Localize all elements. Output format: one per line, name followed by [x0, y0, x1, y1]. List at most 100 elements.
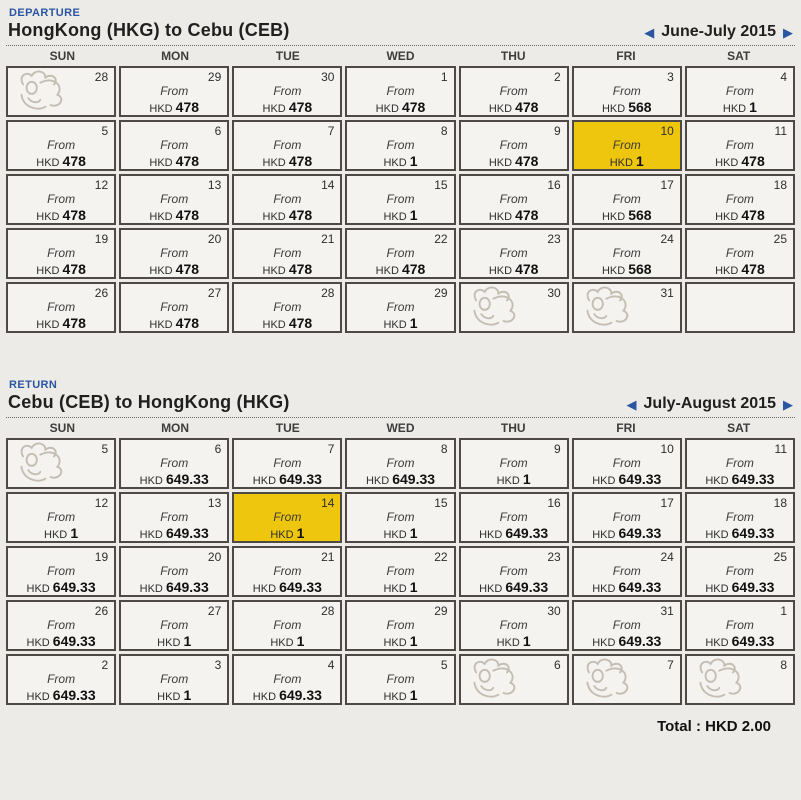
calendar-day-cell[interactable]: 2 From HKD 478	[458, 66, 569, 117]
calendar-day-cell[interactable]: 12 From HKD 478	[6, 174, 117, 225]
calendar-day-cell[interactable]: 6 From HKD 649.33	[119, 438, 230, 489]
calendar-day-cell[interactable]: 13 From HKD 478	[119, 174, 230, 225]
fare-price: HKD 478	[8, 315, 114, 331]
fare-amount: 478	[175, 261, 200, 277]
selected-day-cell[interactable]: 14 From HKD 1	[232, 492, 343, 543]
calendar-day-cell[interactable]: 30 From HKD 478	[232, 66, 343, 117]
day-number: 24	[660, 232, 674, 246]
calendar-day-cell[interactable]: 12 From HKD 1	[6, 492, 117, 543]
weekday-header: MON	[161, 421, 190, 435]
calendar-day-cell[interactable]: 11 From HKD 649.33	[684, 438, 795, 489]
calendar-day-cell[interactable]: 19 From HKD 478	[6, 228, 117, 279]
fare-price: HKD 1	[461, 633, 567, 649]
calendar-day-cell[interactable]: 4 From HKD 1	[684, 66, 795, 117]
calendar-day-cell[interactable]: 23 From HKD 649.33	[458, 546, 569, 597]
calendar-day-cell[interactable]: 7 From HKD 649.33	[232, 438, 343, 489]
calendar-day-cell[interactable]: 13 From HKD 649.33	[119, 492, 230, 543]
return-weekday-header-row: SUN MON TUE WED THU FRI SAT	[6, 418, 795, 438]
calendar-day-cell[interactable]: 10 From HKD 649.33	[571, 438, 682, 489]
from-label: From	[725, 138, 754, 152]
calendar-day-cell[interactable]: 18 From HKD 649.33	[684, 492, 795, 543]
calendar-day-cell[interactable]: 19 From HKD 649.33	[6, 546, 117, 597]
calendar-day-cell[interactable]: 20 From HKD 478	[119, 228, 230, 279]
calendar-day-cell[interactable]: 5 From HKD 1	[345, 654, 456, 705]
prev-month-arrow[interactable]: ◀	[644, 24, 655, 40]
weekday-header: WED	[386, 49, 415, 63]
calendar-day-cell[interactable]: 22 From HKD 478	[345, 228, 456, 279]
calendar-day-cell[interactable]: 4 From HKD 649.33	[232, 654, 343, 705]
from-label: From	[386, 138, 415, 152]
calendar-day-cell[interactable]: 9 From HKD 478	[458, 120, 569, 171]
calendar-day-cell[interactable]: 26 From HKD 649.33	[6, 600, 117, 651]
calendar-day-cell[interactable]: 14 From HKD 478	[232, 174, 343, 225]
day-number: 23	[547, 232, 561, 246]
day-number: 12	[94, 178, 109, 192]
calendar-day-cell[interactable]: 21 From HKD 478	[232, 228, 343, 279]
calendar-day-cell[interactable]: 1 From HKD 649.33	[684, 600, 795, 651]
calendar-day-cell[interactable]: 11 From HKD 478	[684, 120, 795, 171]
calendar-day-cell[interactable]: 17 From HKD 649.33	[571, 492, 682, 543]
fare-amount: 1	[409, 633, 418, 649]
total-fare: Total : HKD 2.00	[657, 718, 771, 735]
calendar-day-cell[interactable]: 31 From HKD 649.33	[571, 600, 682, 651]
calendar-day-cell[interactable]: 30 From HKD 1	[458, 600, 569, 651]
calendar-day-cell[interactable]: 29 From HKD 1	[345, 282, 456, 333]
calendar-day-cell[interactable]: 1 From HKD 478	[345, 66, 456, 117]
calendar-day-cell[interactable]: 17 From HKD 568	[571, 174, 682, 225]
calendar-day-cell[interactable]: 28 From HKD 1	[232, 600, 343, 651]
day-number: 21	[321, 232, 335, 246]
calendar-day-cell[interactable]: 16 From HKD 649.33	[458, 492, 569, 543]
day-number: 11	[774, 442, 787, 456]
calendar-day-cell[interactable]: 6 From HKD 478	[119, 120, 230, 171]
fare-price: HKD 478	[234, 99, 340, 115]
calendar-day-cell[interactable]: 8 From HKD 1	[345, 120, 456, 171]
calendar-day-cell[interactable]: 25 From HKD 649.33	[684, 546, 795, 597]
calendar-day-cell[interactable]: 24 From HKD 568	[571, 228, 682, 279]
day-number: 27	[207, 604, 222, 618]
calendar-day-cell[interactable]: 27 From HKD 478	[119, 282, 230, 333]
calendar-day-cell[interactable]: 21 From HKD 649.33	[232, 546, 343, 597]
mascot-icon	[586, 658, 628, 698]
fare-amount: 649.33	[165, 471, 209, 487]
fare-amount: 478	[288, 153, 313, 169]
calendar-day-cell[interactable]: 15 From HKD 1	[345, 492, 456, 543]
calendar-day-cell[interactable]: 24 From HKD 649.33	[571, 546, 682, 597]
calendar-day-cell[interactable]: 3 From HKD 1	[119, 654, 230, 705]
next-month-arrow[interactable]: ▶	[783, 24, 793, 40]
calendar-day-cell[interactable]: 29 From HKD 478	[119, 66, 230, 117]
departure-title-row: HongKong (HKG) to Cebu (CEB) ◀ June-July…	[6, 20, 795, 46]
calendar-day-cell[interactable]: 18 From HKD 478	[684, 174, 795, 225]
calendar-day-cell[interactable]: 23 From HKD 478	[458, 228, 569, 279]
weekday-header: FRI	[616, 49, 636, 63]
fare-price: HKD 568	[574, 99, 680, 115]
calendar-day-cell[interactable]: 26 From HKD 478	[6, 282, 117, 333]
calendar-day-cell: 8	[684, 654, 795, 705]
calendar-day-cell[interactable]: 15 From HKD 1	[345, 174, 456, 225]
departure-calendar-grid: 28 29 From HKD 478 30 From HKD 478 1 From HKD 478…	[6, 66, 795, 333]
next-month-arrow[interactable]: ▶	[783, 396, 793, 412]
calendar-day-cell[interactable]: 3 From HKD 568	[571, 66, 682, 117]
currency-code: HKD	[270, 637, 297, 649]
calendar-day-cell[interactable]: 8 From HKD 649.33	[345, 438, 456, 489]
from-label: From	[273, 510, 302, 524]
calendar-day-cell[interactable]: 20 From HKD 649.33	[119, 546, 230, 597]
prev-month-arrow[interactable]: ◀	[626, 396, 637, 412]
calendar-day-cell[interactable]: 29 From HKD 1	[345, 600, 456, 651]
calendar-day-cell[interactable]: 5 From HKD 478	[6, 120, 117, 171]
selected-day-cell[interactable]: 10 From HKD 1	[571, 120, 682, 171]
fare-amount: 478	[515, 261, 539, 277]
calendar-day-cell[interactable]: 2 From HKD 649.33	[6, 654, 117, 705]
from-label: From	[499, 564, 528, 578]
calendar-day-cell[interactable]: 22 From HKD 1	[345, 546, 456, 597]
calendar-day-cell[interactable]: 7 From HKD 478	[232, 120, 343, 171]
calendar-day-cell[interactable]: 28 From HKD 478	[232, 282, 343, 333]
fare-amount: 478	[175, 153, 200, 169]
fare-price: HKD 649.33	[347, 471, 453, 487]
currency-code: HKD	[36, 319, 63, 331]
calendar-day-cell[interactable]: 16 From HKD 478	[458, 174, 569, 225]
calendar-day-cell[interactable]: 25 From HKD 478	[684, 228, 795, 279]
from-label: From	[386, 300, 415, 314]
currency-code: HKD	[270, 529, 297, 541]
calendar-day-cell[interactable]: 27 From HKD 1	[119, 600, 230, 651]
calendar-day-cell[interactable]: 9 From HKD 1	[458, 438, 569, 489]
